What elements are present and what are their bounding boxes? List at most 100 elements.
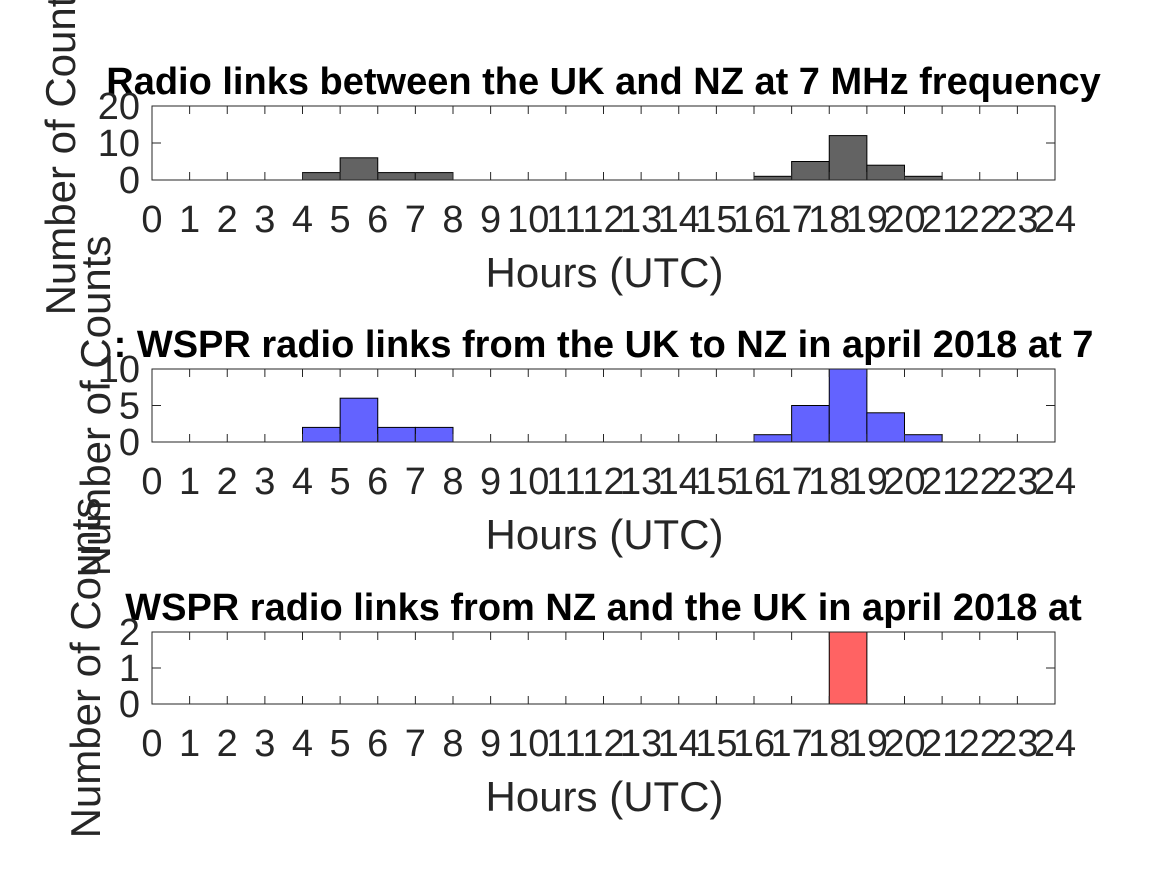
histogram-bar: [904, 434, 943, 443]
x-tick-label: 0: [141, 461, 162, 503]
x-tick-label: 11: [546, 723, 585, 765]
x-tick-label: 14: [658, 723, 700, 765]
axes-box: [151, 368, 1056, 443]
x-axis-label: Hours (UTC): [486, 773, 724, 820]
x-tick-label: 20: [883, 461, 925, 503]
x-tick-label: 22: [959, 461, 1001, 503]
x-tick-label: 22: [959, 199, 1001, 241]
histogram-bar: [377, 172, 416, 181]
histogram-panel-2: : WSPR radio links from the UK to NZ in …: [72, 236, 1093, 577]
axes-box: [151, 631, 1056, 705]
x-tick-label: 2: [217, 461, 238, 503]
x-tick-label: 24: [1034, 199, 1076, 241]
x-tick-label: 2: [217, 199, 238, 241]
y-tick-label: 1: [119, 648, 140, 690]
chart-title: WSPR radio links from NZ and the UK in a…: [125, 587, 1082, 629]
x-tick-label: 13: [620, 461, 662, 503]
x-tick-label: 2: [217, 723, 238, 765]
y-axis-label: Number of Counts: [62, 498, 109, 839]
histogram-bar: [828, 631, 868, 705]
x-tick-label: 18: [808, 723, 850, 765]
y-axis-label: Number of Counts: [37, 0, 84, 315]
x-tick-label: 5: [330, 723, 351, 765]
x-tick-label: 4: [292, 461, 313, 503]
x-tick-label: 1: [179, 723, 200, 765]
x-tick-label: 7: [405, 723, 426, 765]
x-tick-label: 9: [480, 199, 501, 241]
histogram-panel-3: WSPR radio links from NZ and the UK in a…: [62, 498, 1082, 839]
y-tick-label: 0: [119, 422, 140, 464]
x-tick-label: 10: [507, 461, 549, 503]
y-tick-label: 20: [98, 86, 140, 128]
chart-title: : WSPR radio links from the UK to NZ in …: [114, 324, 1094, 366]
histogram-bar: [828, 368, 868, 443]
histogram-bar: [828, 135, 868, 181]
x-tick-label: 21: [921, 461, 963, 503]
y-tick-label: 0: [119, 160, 140, 202]
x-tick-label: 24: [1034, 723, 1076, 765]
x-tick-label: 13: [620, 199, 662, 241]
x-tick-label: 6: [367, 199, 388, 241]
histogram-bar: [753, 175, 793, 181]
histogram-bar: [339, 157, 379, 181]
x-tick-label: 7: [405, 199, 426, 241]
histogram-bar: [791, 405, 830, 443]
x-tick-label: 11: [546, 461, 585, 503]
x-tick-label: 16: [733, 461, 775, 503]
histogram-bar: [414, 426, 454, 443]
x-tick-label: 5: [330, 199, 351, 241]
x-tick-label: 8: [442, 461, 463, 503]
histogram-bar: [904, 175, 943, 181]
x-tick-label: 19: [846, 199, 888, 241]
x-tick-label: 0: [141, 723, 162, 765]
y-tick-label: 5: [119, 386, 140, 428]
y-tick-label: 0: [119, 684, 140, 726]
x-tick-label: 1: [179, 461, 200, 503]
x-tick-label: 12: [582, 461, 624, 503]
x-tick-label: 10: [507, 199, 549, 241]
x-axis-label: Hours (UTC): [486, 511, 724, 558]
x-tick-label: 3: [254, 199, 275, 241]
x-tick-label: 12: [582, 723, 624, 765]
x-tick-label: 4: [292, 723, 313, 765]
x-tick-label: 21: [921, 199, 963, 241]
x-tick-label: 16: [733, 199, 775, 241]
x-tick-label: 15: [695, 199, 737, 241]
histogram-bar: [866, 412, 905, 443]
x-tick-label: 17: [770, 199, 812, 241]
x-tick-label: 23: [996, 461, 1038, 503]
x-axis-label: Hours (UTC): [486, 249, 724, 296]
y-axis-label: Number of Counts: [72, 236, 119, 577]
x-tick-label: 15: [695, 723, 737, 765]
x-tick-label: 16: [733, 723, 775, 765]
x-tick-label: 9: [480, 723, 501, 765]
x-tick-label: 6: [367, 723, 388, 765]
x-tick-label: 12: [582, 199, 624, 241]
x-tick-label: 20: [883, 199, 925, 241]
x-tick-label: 3: [254, 461, 275, 503]
x-tick-label: 18: [808, 461, 850, 503]
x-tick-label: 6: [367, 461, 388, 503]
x-tick-label: 13: [620, 723, 662, 765]
histogram-bar: [791, 161, 830, 181]
x-tick-label: 8: [442, 199, 463, 241]
x-tick-label: 15: [695, 461, 737, 503]
x-tick-label: 21: [921, 723, 963, 765]
x-tick-label: 3: [254, 723, 275, 765]
histogram-bar: [377, 426, 416, 443]
x-tick-label: 8: [442, 723, 463, 765]
x-tick-label: 20: [883, 723, 925, 765]
x-tick-label: 22: [959, 723, 1001, 765]
histogram-bar: [302, 426, 341, 443]
x-tick-label: 0: [141, 199, 162, 241]
x-tick-label: 23: [996, 723, 1038, 765]
histogram-bar: [753, 434, 793, 443]
x-tick-label: 10: [507, 723, 549, 765]
y-tick-label: 10: [98, 349, 140, 391]
histogram-bar: [302, 172, 341, 181]
x-tick-label: 17: [770, 723, 812, 765]
y-tick-label: 2: [119, 612, 140, 654]
x-tick-label: 9: [480, 461, 501, 503]
x-tick-label: 18: [808, 199, 850, 241]
